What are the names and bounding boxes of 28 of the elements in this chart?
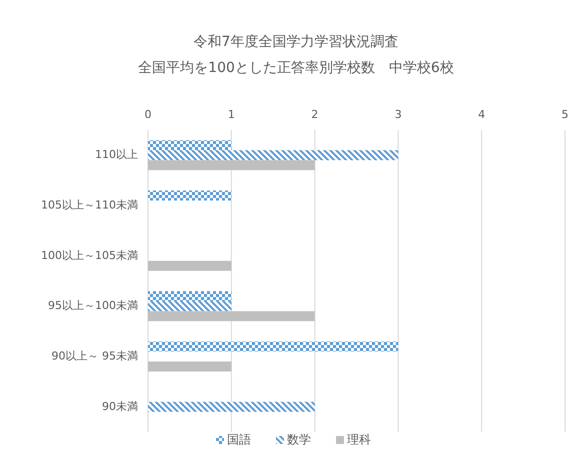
y-tick-label: 110以上	[95, 148, 138, 162]
bar	[148, 140, 232, 150]
bar	[148, 301, 232, 312]
x-tick-label: 2	[311, 108, 318, 122]
y-tick-label: 105以上～110未満	[41, 198, 138, 212]
legend-label: 理科	[347, 432, 371, 446]
y-tick-label: 95以上～100未満	[48, 299, 138, 312]
y-tick-label: 90未満	[102, 400, 138, 413]
y-tick-label: 90以上～ 95未満	[52, 350, 138, 363]
bar	[148, 342, 398, 352]
bar	[148, 260, 232, 271]
bar	[148, 190, 232, 200]
bar	[148, 362, 232, 372]
x-tick-label: 1	[228, 108, 235, 122]
bar	[148, 150, 398, 160]
x-tick-label: 3	[394, 108, 402, 122]
chart-title: 令和7年度全国学力学習状況調査	[194, 34, 398, 50]
legend-label: 数学	[287, 432, 311, 446]
bar	[148, 311, 315, 322]
x-tick-label: 4	[478, 108, 486, 122]
y-tick-label: 100以上～105未満	[41, 248, 138, 262]
bar	[148, 291, 232, 302]
chart-subtitle: 全国平均を100とした正答率別学校数 中学校6校	[138, 60, 454, 76]
x-tick-label: 5	[562, 108, 568, 122]
bar	[148, 402, 315, 412]
bar	[148, 160, 315, 170]
legend-label: 国語	[227, 432, 251, 446]
x-tick-label: 0	[144, 108, 152, 122]
